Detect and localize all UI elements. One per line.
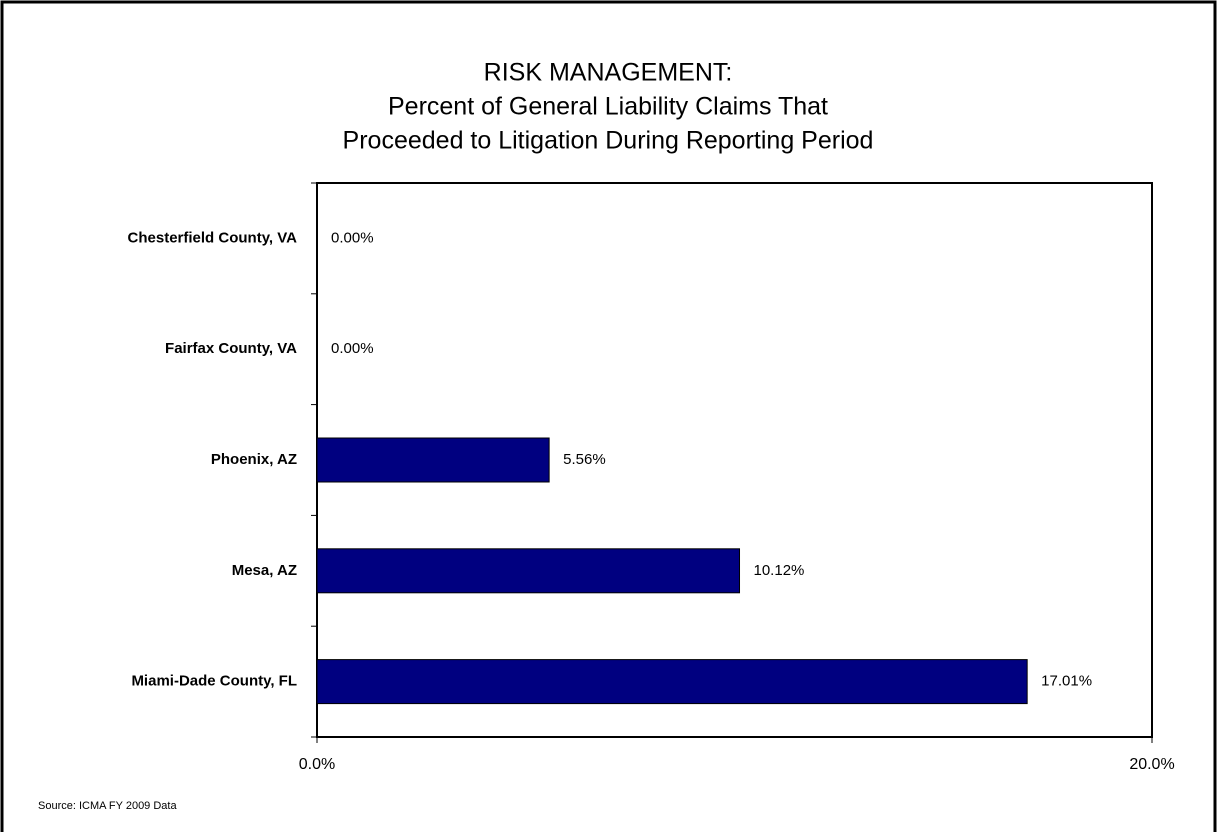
chart-title: Proceeded to Litigation During Reporting… (343, 127, 874, 155)
chart-title: Percent of General Liability Claims That (388, 93, 828, 121)
data-label: 0.00% (331, 340, 374, 357)
x-tick-label: 20.0% (1129, 756, 1174, 773)
x-tick-label: 0.0% (299, 756, 335, 773)
bar (316, 659, 1028, 705)
y-tick-label: Fairfax County, VA (165, 340, 297, 357)
bar (316, 437, 550, 483)
y-tick-label: Phoenix, AZ (211, 451, 297, 468)
chart-title: RISK MANAGEMENT: (484, 59, 733, 87)
y-tick-label: Mesa, AZ (232, 562, 297, 579)
data-label: 5.56% (563, 451, 606, 468)
data-label: 10.12% (754, 562, 805, 579)
bar (316, 548, 741, 594)
source-note: Source: ICMA FY 2009 Data (38, 800, 177, 812)
data-label: 17.01% (1041, 673, 1092, 690)
y-tick-label: Chesterfield County, VA (128, 229, 298, 246)
y-tick-label: Miami-Dade County, FL (131, 673, 297, 690)
data-label: 0.00% (331, 229, 374, 246)
